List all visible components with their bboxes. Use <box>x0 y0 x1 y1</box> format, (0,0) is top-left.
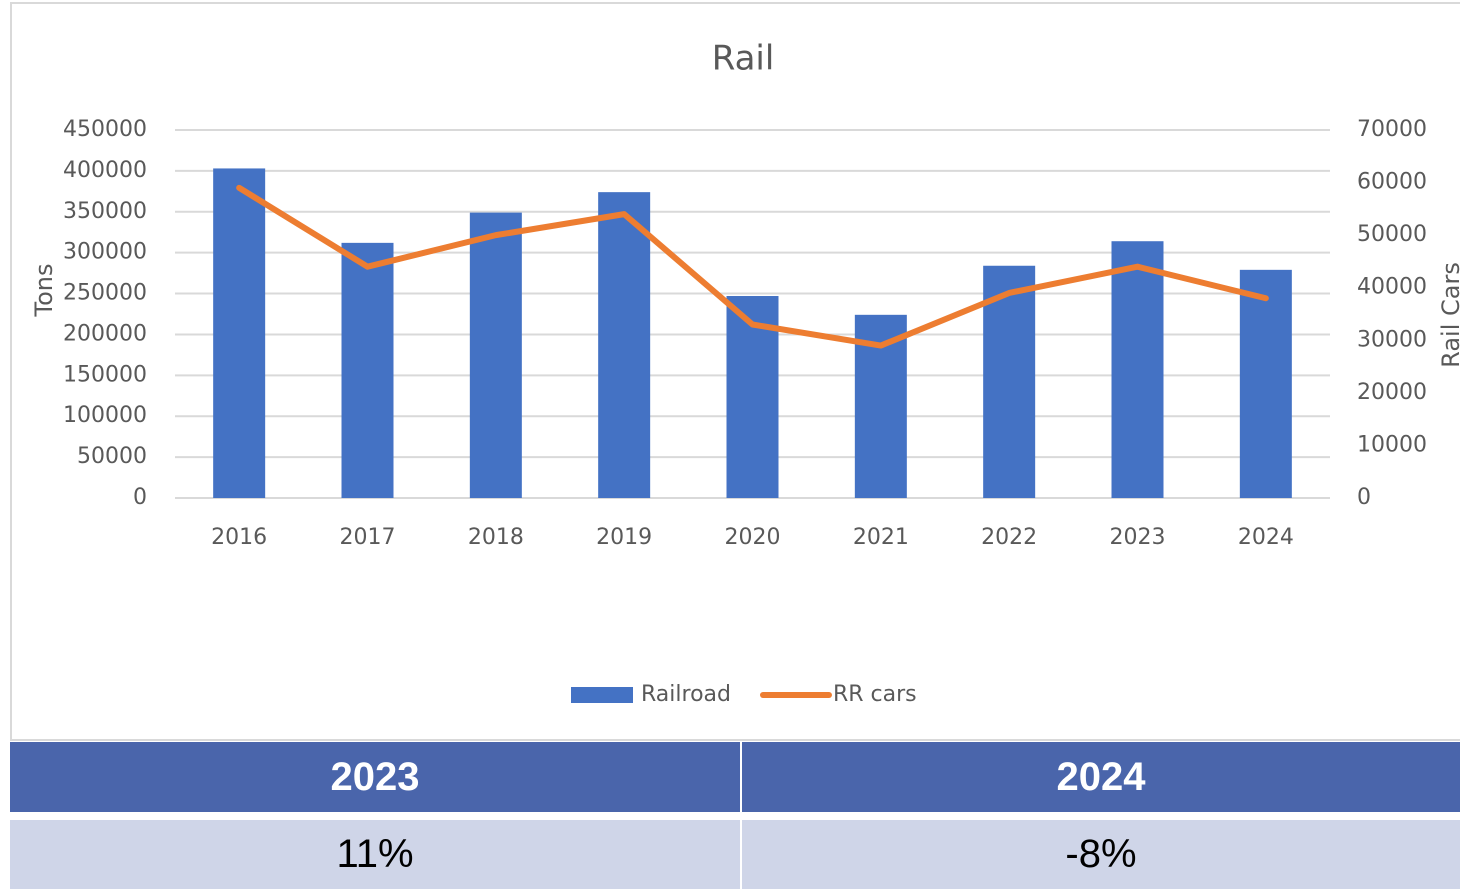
bar <box>983 265 1036 498</box>
bar <box>469 212 522 498</box>
x-tick-label: 2021 <box>853 525 909 550</box>
legend-label: Railroad <box>641 682 731 707</box>
x-tick-label: 2024 <box>1238 525 1294 550</box>
y-tick-label: 50000 <box>77 444 147 469</box>
y-tick-label: 450000 <box>63 117 147 142</box>
x-tick-label: 2022 <box>981 525 1037 550</box>
y2-tick-label: 50000 <box>1357 222 1427 247</box>
bar <box>213 168 266 499</box>
y2-tick-label: 30000 <box>1357 327 1427 352</box>
x-tick-label: 2017 <box>340 525 396 550</box>
y-tick-label: 150000 <box>63 362 147 387</box>
y2-tick-label: 70000 <box>1357 117 1427 142</box>
y-tick-label: 0 <box>133 485 147 510</box>
y-tick-label: 300000 <box>63 240 147 265</box>
line <box>236 184 1269 349</box>
table: 2023 2024 11% -8% <box>10 742 1460 889</box>
legend-label: RR cars <box>833 682 917 707</box>
bar <box>598 192 651 498</box>
table-header: 2024 <box>742 742 1460 812</box>
table-header: 2023 <box>10 742 740 812</box>
bar <box>1111 241 1164 498</box>
x-tick-label: 2019 <box>596 525 652 550</box>
y2-tick-label: 0 <box>1357 485 1371 510</box>
bar <box>1239 269 1292 498</box>
y2-tick-label: 60000 <box>1357 170 1427 195</box>
y-axis-label: Tons <box>30 264 58 318</box>
chart: Rail Tons Rail Cars 05000010000015000020… <box>10 2 1460 741</box>
y-tick-label: 200000 <box>63 321 147 346</box>
y2-axis-label: Rail Cars <box>1437 262 1460 368</box>
y2-tick-label: 20000 <box>1357 380 1427 405</box>
y-tick-label: 400000 <box>63 158 147 183</box>
table-cell: -8% <box>742 820 1460 889</box>
y2-tick-label: 10000 <box>1357 432 1427 457</box>
y-tick-label: 250000 <box>63 281 147 306</box>
y-tick-label: 100000 <box>63 403 147 428</box>
y2-tick-label: 40000 <box>1357 275 1427 300</box>
x-tick-label: 2020 <box>725 525 781 550</box>
table-cell: 11% <box>10 820 740 889</box>
y-tick-label: 350000 <box>63 199 147 224</box>
x-tick-label: 2016 <box>211 525 267 550</box>
x-tick-label: 2018 <box>468 525 524 550</box>
legend-swatch <box>571 687 633 703</box>
bar <box>341 242 394 498</box>
chart-title: Rail <box>712 39 775 79</box>
x-tick-label: 2023 <box>1110 525 1166 550</box>
